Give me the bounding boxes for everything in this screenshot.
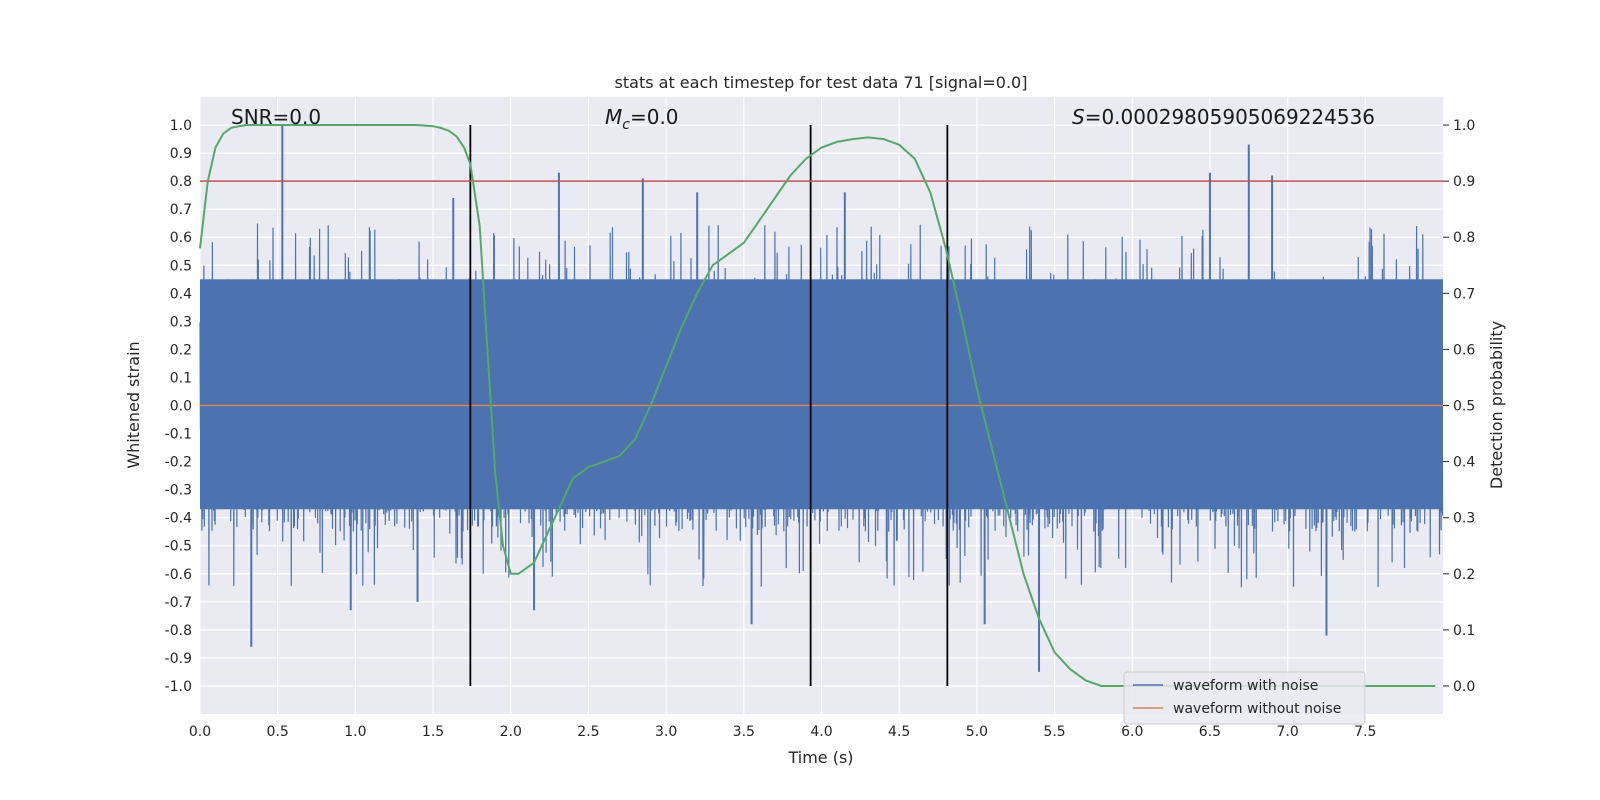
y-tick-label: -0.8: [165, 623, 192, 639]
x-tick-label: 4.5: [888, 724, 910, 740]
y-tick-label: -0.6: [165, 567, 192, 583]
statistic-annotation: S=0.00029805905069224536: [1072, 105, 1375, 129]
snr-annotation: SNR=0.0: [231, 105, 321, 129]
noise-core-band: [200, 279, 1443, 510]
y-tick-label: 0.9: [170, 146, 192, 162]
x-tick-label: 4.0: [810, 724, 832, 740]
x-tick-label: 1.0: [344, 724, 366, 740]
probability-line: [199, 124, 1436, 687]
legend: waveform with noise waveform without noi…: [1123, 671, 1366, 725]
y-tick-label: -0.3: [165, 483, 192, 499]
x-tick-label: 0.0: [189, 724, 211, 740]
y-tick-label: -0.1: [165, 427, 192, 443]
y2-tick-label: 0.4: [1453, 455, 1475, 471]
y-axis-label: Whitened strain: [124, 341, 143, 468]
x-tick-label: 1.5: [422, 724, 444, 740]
y2-tick-label: 0.8: [1453, 230, 1475, 246]
y-tick-label: 0.2: [170, 342, 192, 358]
x-tick-label: 5.0: [966, 724, 988, 740]
y-tick-label: 0.1: [170, 370, 192, 386]
y2-tick-labels: 1.0 0.9 0.8 0.7 0.6 0.5 0.4 0.3 0.2 0.1 0.0: [1443, 118, 1475, 695]
y2-tick-label: 0.1: [1453, 623, 1475, 639]
y-tick-label: 0.3: [170, 314, 192, 330]
x-tick-label: 3.0: [655, 724, 677, 740]
x-tick-labels: 0.0 0.5 1.0 1.5 2.0 2.5 3.0 3.5 4.0 4.5 5.0 5.5 6.0 6…: [189, 724, 1377, 740]
vertical-markers: [469, 125, 949, 686]
y-tick-label: 0.6: [170, 230, 192, 246]
chirp-mass-symbol: M: [605, 105, 622, 129]
x-tick-label: 6.5: [1199, 724, 1221, 740]
y-tick-label: 0.5: [170, 258, 192, 274]
y-tick-label: -0.7: [165, 595, 192, 611]
x-tick-label: 2.5: [577, 724, 599, 740]
statistic-value: =0.00029805905069224536: [1085, 105, 1375, 129]
y2-tick-label: 0.2: [1453, 567, 1475, 583]
y-tick-label: 0.8: [170, 174, 192, 190]
legend-label-noise: waveform with noise: [1173, 678, 1318, 694]
y-tick-label: 0.4: [170, 286, 192, 302]
detection-probability-curve: [199, 124, 1436, 687]
y-tick-label: 0.7: [170, 202, 192, 218]
x-axis-label: Time (s): [787, 748, 853, 767]
chirp-mass-annotation: Mc=0.0: [605, 105, 679, 133]
y-tick-label: -1.0: [165, 679, 192, 695]
x-tick-label: 3.5: [733, 724, 755, 740]
y2-axis-label: Detection probability: [1487, 321, 1506, 489]
y-tick-label: -0.9: [165, 651, 192, 667]
statistic-symbol: S: [1072, 105, 1085, 129]
y2-tick-label: 0.5: [1453, 399, 1475, 415]
y-tick-labels: 1.0 0.9 0.8 0.7 0.6 0.5 0.4 0.3 0.2 0.1 0.0 -0.1 -0.…: [165, 118, 192, 695]
chirp-mass-value: =0.0: [630, 105, 679, 129]
y2-tick-label: 0.6: [1453, 342, 1475, 358]
chirp-mass-subscript: c: [622, 117, 630, 133]
x-tick-label: 7.5: [1354, 724, 1376, 740]
chart-title: stats at each timestep for test data 71 …: [615, 73, 1028, 92]
x-tick-label: 2.0: [500, 724, 522, 740]
x-tick-label: 6.0: [1121, 724, 1143, 740]
y2-tick-label: 0.7: [1453, 286, 1475, 302]
y-tick-label: 0.0: [170, 399, 192, 415]
y2-tick-label: 0.3: [1453, 511, 1475, 527]
x-tick-label: 0.5: [267, 724, 289, 740]
waveform-with-noise: [199, 125, 1444, 672]
y2-tick-label: 0.9: [1453, 174, 1475, 190]
y-tick-label: -0.2: [165, 455, 192, 471]
legend-box: [1123, 671, 1366, 725]
legend-label-clean: waveform without noise: [1173, 701, 1341, 717]
y2-tick-label: 0.0: [1453, 679, 1475, 695]
x-tick-label: 5.5: [1043, 724, 1065, 740]
y2-tick-label: 1.0: [1453, 118, 1475, 134]
y-tick-label: -0.5: [165, 539, 192, 555]
y-tick-label: -0.4: [165, 511, 192, 527]
x-tick-label: 7.0: [1276, 724, 1298, 740]
y-tick-label: 1.0: [170, 118, 192, 134]
